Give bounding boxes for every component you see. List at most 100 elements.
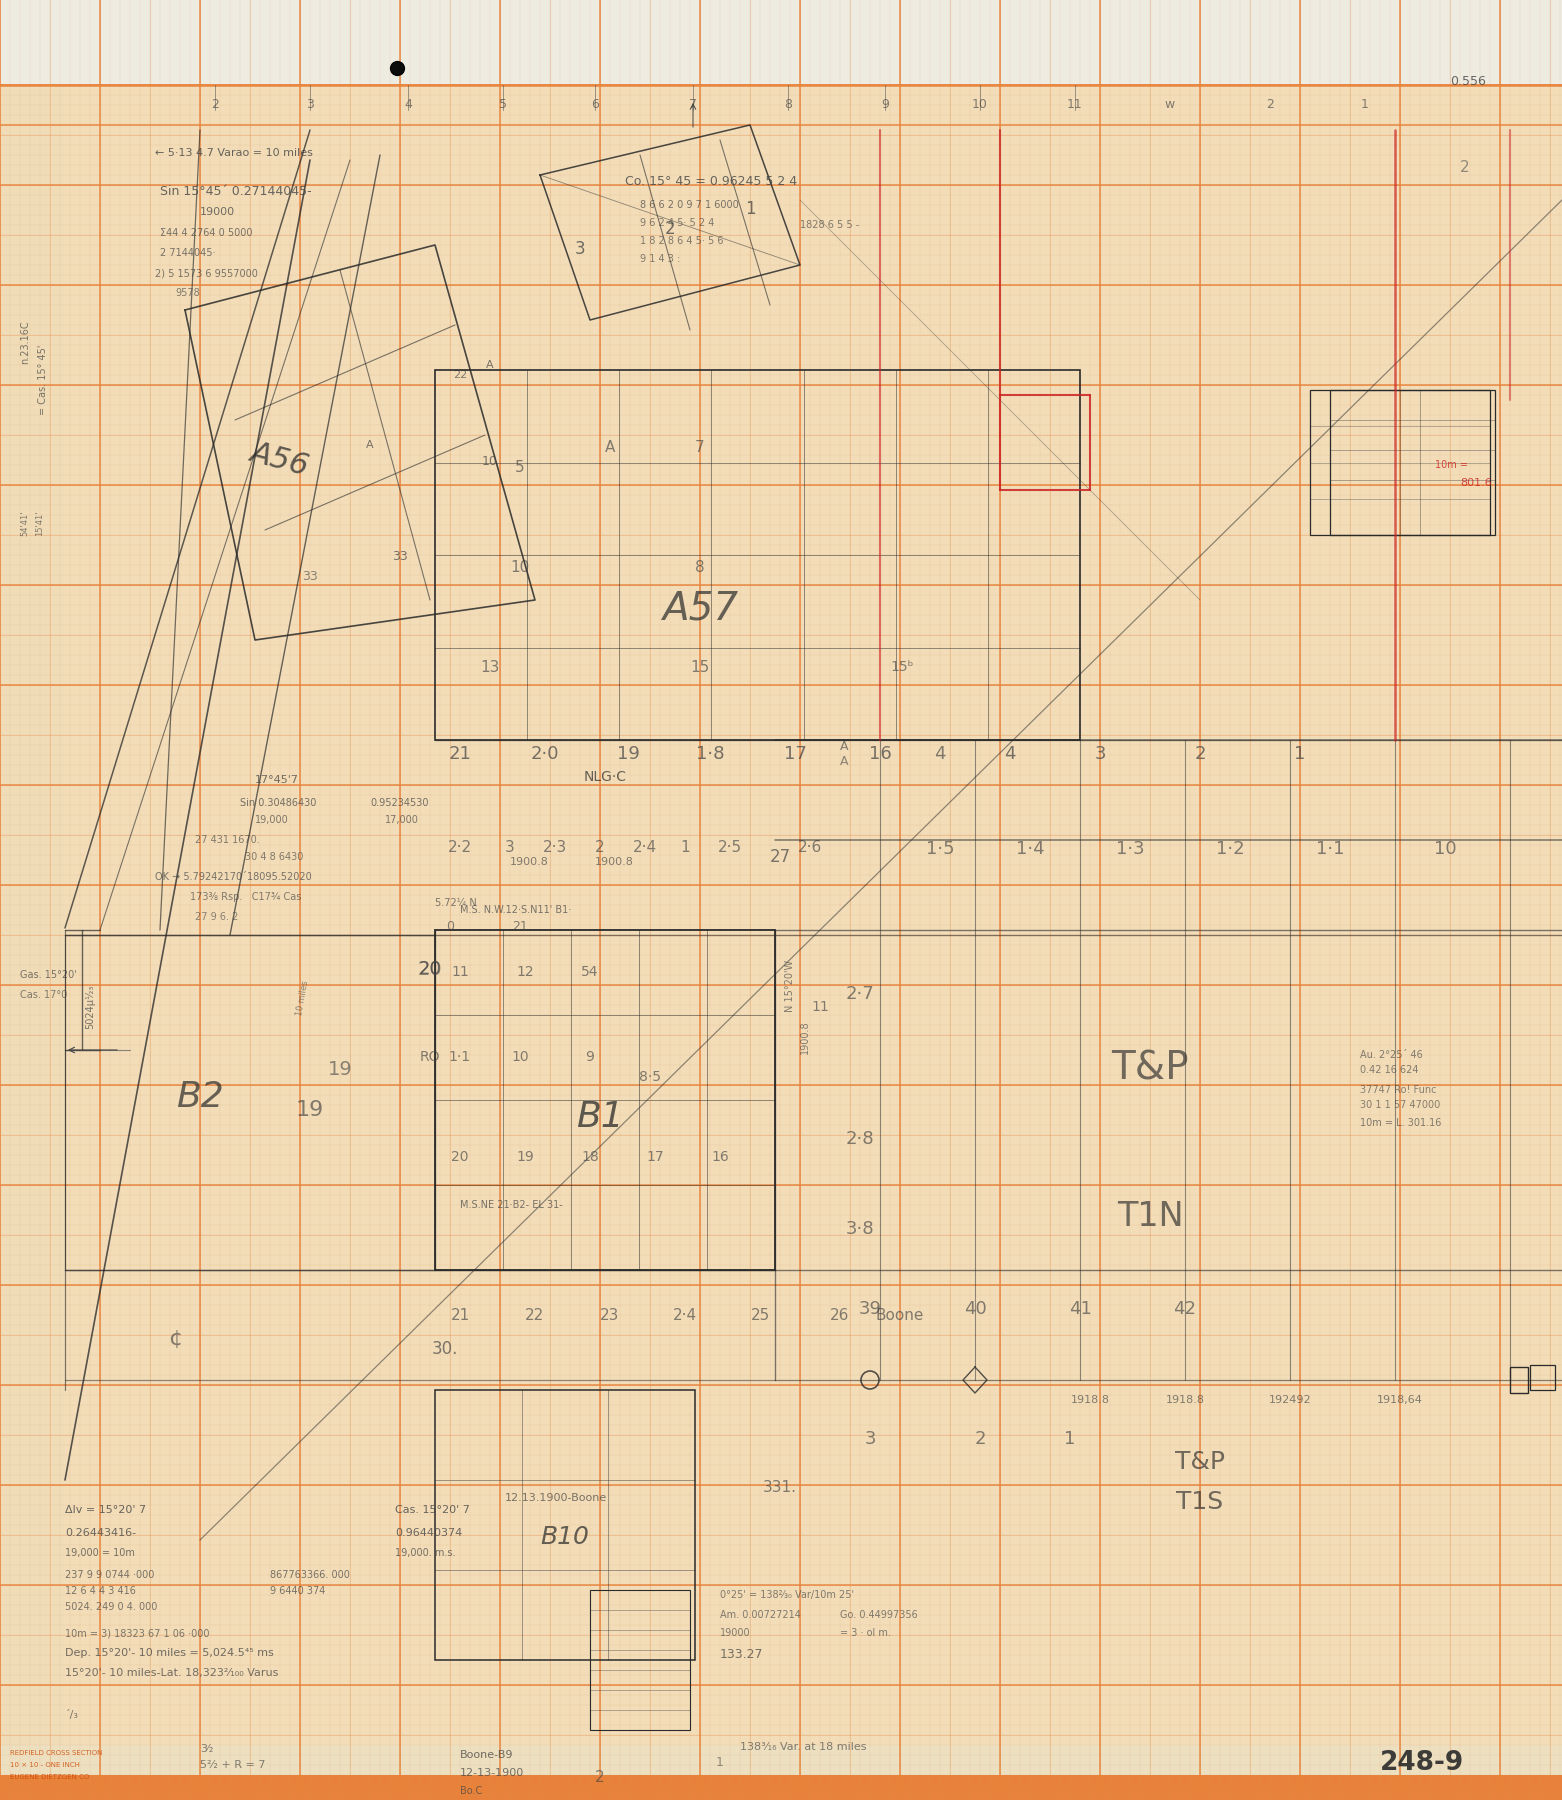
Text: 18: 18 [581,1150,598,1165]
Text: 15'41': 15'41' [34,509,44,536]
Text: 10 × 10 - ONE INCH: 10 × 10 - ONE INCH [9,1762,80,1768]
Text: = 3 · ol m.: = 3 · ol m. [840,1627,890,1638]
Text: 23: 23 [600,1309,620,1323]
Text: 867763366. 000: 867763366. 000 [270,1570,350,1580]
Text: 1·1: 1·1 [1315,841,1345,859]
Text: 8: 8 [695,560,704,574]
Text: 20: 20 [451,1150,469,1165]
Text: 22: 22 [453,371,467,380]
Text: 0.26443416-: 0.26443416- [66,1528,136,1537]
Text: Boone: Boone [876,1309,925,1323]
Text: 5: 5 [498,97,508,112]
Text: 20: 20 [419,959,442,977]
Text: 12 6 4 4 3 416: 12 6 4 4 3 416 [66,1586,136,1597]
Text: 1900.8: 1900.8 [595,857,634,868]
Text: 25: 25 [750,1309,770,1323]
Text: EUGENE DIETZGEN CO: EUGENE DIETZGEN CO [9,1775,89,1780]
Text: 30 1 1 57 47000: 30 1 1 57 47000 [1361,1100,1440,1111]
Text: 1·2: 1·2 [1215,841,1245,859]
Text: ¢: ¢ [169,1330,183,1350]
Text: 11: 11 [1067,97,1082,112]
Text: 19000: 19000 [720,1627,751,1638]
Text: 42: 42 [1173,1300,1196,1318]
Text: 0°25' = 138⅔₀ Var/10m 25': 0°25' = 138⅔₀ Var/10m 25' [720,1589,854,1600]
Text: 1: 1 [1361,97,1368,112]
Text: 33: 33 [392,551,408,563]
Text: 1: 1 [1064,1429,1076,1447]
Text: ´/₃: ´/₃ [66,1710,80,1721]
Text: 173⅜ Rsp.   C17¾ Cas: 173⅜ Rsp. C17¾ Cas [191,893,301,902]
Text: 33: 33 [301,571,319,583]
Bar [434,371,1079,740]
Text: 9 1 4 3 :: 9 1 4 3 : [640,254,679,265]
Text: 5024µ¹⁄₂₃: 5024µ¹⁄₂₃ [84,985,95,1030]
Text: 1: 1 [745,200,756,218]
Text: 2·8: 2·8 [845,1130,875,1148]
Text: 1900.8: 1900.8 [511,857,548,868]
Text: Boone-B9: Boone-B9 [459,1750,514,1760]
Text: 2: 2 [211,97,219,112]
Text: 2·2: 2·2 [448,841,472,855]
Bar [1311,391,1490,535]
Text: 22: 22 [525,1309,545,1323]
Text: B10: B10 [540,1525,589,1550]
Text: Sin 0.30486430: Sin 0.30486430 [241,797,317,808]
Text: 17,000: 17,000 [384,815,419,824]
Text: 3·8: 3·8 [845,1220,875,1238]
Text: A: A [486,360,494,371]
Text: 10m = L. 301.16: 10m = L. 301.16 [1361,1118,1442,1129]
Text: 3⁄₂: 3⁄₂ [200,1744,214,1753]
Text: 2·6: 2·6 [798,841,822,855]
Bar [1329,391,1495,535]
Text: 3: 3 [505,841,515,855]
Text: 40: 40 [964,1300,986,1318]
Text: 2: 2 [1267,97,1275,112]
Text: 2·7: 2·7 [845,985,875,1003]
Text: w: w [1165,97,1175,112]
Text: 5024. 249 0 4. 000: 5024. 249 0 4. 000 [66,1602,158,1613]
Text: 1828 6 5 5 -: 1828 6 5 5 - [800,220,859,230]
Text: 19,000: 19,000 [255,815,289,824]
Text: 9: 9 [881,97,889,112]
Text: 26: 26 [831,1309,850,1323]
Text: A: A [366,439,373,450]
Text: 1·4: 1·4 [1015,841,1045,859]
Text: 21: 21 [512,920,528,932]
Text: 9578: 9578 [175,288,200,299]
Text: 1900.8: 1900.8 [800,1021,811,1053]
Text: 3: 3 [1095,745,1106,763]
Text: A: A [840,754,848,769]
Text: 4: 4 [1004,745,1015,763]
Text: 19: 19 [617,745,639,763]
Text: Bo.C: Bo.C [459,1786,483,1796]
Text: 5²⁄₂ + R = 7: 5²⁄₂ + R = 7 [200,1760,266,1769]
Text: 192492: 192492 [1268,1395,1312,1406]
Text: 2·4: 2·4 [673,1309,697,1323]
Text: 331.: 331. [762,1480,797,1496]
Text: T1N: T1N [1117,1201,1184,1233]
Bar [0,85,66,1744]
Text: 2) 5 1573 6 9557000: 2) 5 1573 6 9557000 [155,268,258,277]
Text: 0.42 16 624: 0.42 16 624 [1361,1066,1418,1075]
Bar [1510,1366,1528,1393]
Text: 13: 13 [480,661,500,675]
Text: 5: 5 [515,461,525,475]
Text: 7: 7 [689,97,697,112]
Text: 237 9 9 0744 ·000: 237 9 9 0744 ·000 [66,1570,155,1580]
Text: REDFIELD CROSS SECTION: REDFIELD CROSS SECTION [9,1750,103,1757]
Text: 54: 54 [581,965,598,979]
Text: 19: 19 [295,1100,325,1120]
Text: 1·8: 1·8 [695,745,725,763]
Text: 0.95234530: 0.95234530 [370,797,428,808]
Bar [434,931,775,1271]
Text: 11: 11 [451,965,469,979]
Text: 12-13-1900: 12-13-1900 [459,1768,525,1778]
Text: 2·3: 2·3 [544,841,567,855]
Text: 2 7144045·: 2 7144045· [159,248,216,257]
Bar [0,1744,1562,1800]
Bar [590,1589,690,1730]
Text: 12.13.1900-Boone: 12.13.1900-Boone [505,1492,608,1503]
Text: 12: 12 [515,965,534,979]
Text: 2: 2 [975,1429,986,1447]
Text: 21: 21 [450,1309,470,1323]
